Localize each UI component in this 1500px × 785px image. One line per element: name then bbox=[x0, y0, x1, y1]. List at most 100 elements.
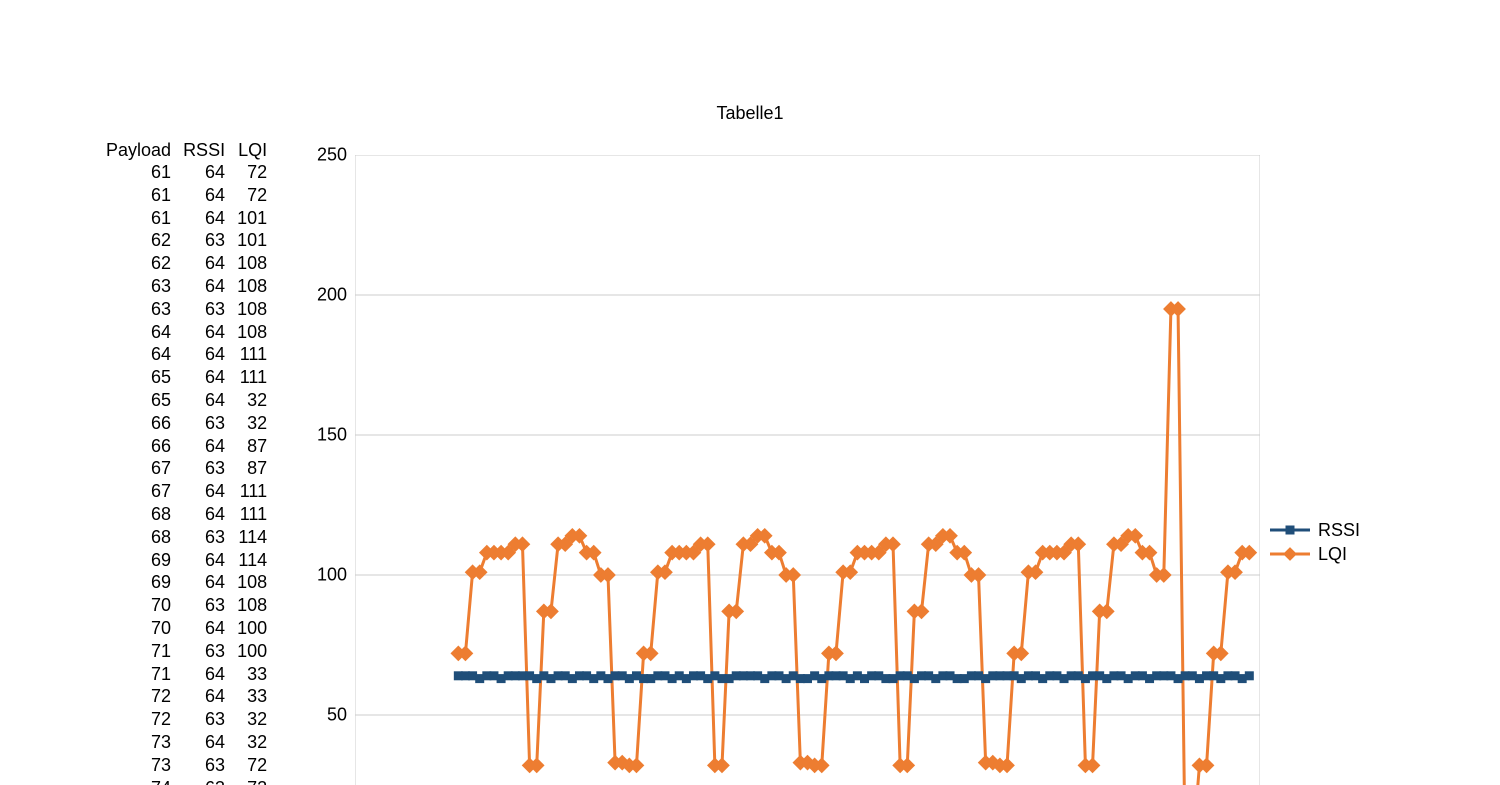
legend-item-rssi: RSSI bbox=[1270, 518, 1360, 542]
table-cell: 32 bbox=[231, 412, 273, 435]
table-cell: 64 bbox=[177, 366, 231, 389]
table-row: 736372 bbox=[100, 754, 273, 777]
y-tick-label: 150 bbox=[317, 425, 347, 446]
table-cell: 64 bbox=[177, 685, 231, 708]
table-cell: 32 bbox=[231, 708, 273, 731]
table-cell: 68 bbox=[100, 503, 177, 526]
table-cell: 63 bbox=[177, 640, 231, 663]
legend-swatch-lqi bbox=[1270, 544, 1310, 564]
table-cell: 101 bbox=[231, 207, 273, 230]
table-row: 6964108 bbox=[100, 571, 273, 594]
table-cell: 108 bbox=[231, 252, 273, 275]
table-cell: 63 bbox=[177, 777, 231, 785]
table-row: 716433 bbox=[100, 663, 273, 686]
table-cell: 71 bbox=[100, 640, 177, 663]
table-row: 6863114 bbox=[100, 526, 273, 549]
table-cell: 67 bbox=[100, 457, 177, 480]
table-cell: 63 bbox=[177, 298, 231, 321]
table-cell: 64 bbox=[177, 252, 231, 275]
table-row: 7064100 bbox=[100, 617, 273, 640]
table-cell: 111 bbox=[231, 503, 273, 526]
table-cell: 63 bbox=[177, 229, 231, 252]
table-cell: 66 bbox=[100, 412, 177, 435]
table-cell: 63 bbox=[100, 275, 177, 298]
table-row: 666332 bbox=[100, 412, 273, 435]
table-row: 6464108 bbox=[100, 321, 273, 344]
y-tick-label: 200 bbox=[317, 285, 347, 306]
table-cell: 63 bbox=[177, 754, 231, 777]
table-row: 656432 bbox=[100, 389, 273, 412]
table-cell: 111 bbox=[231, 480, 273, 503]
table-cell: 72 bbox=[231, 777, 273, 785]
table-cell: 64 bbox=[177, 663, 231, 686]
table-cell: 64 bbox=[177, 571, 231, 594]
chart-legend: RSSILQI bbox=[1270, 518, 1360, 566]
table-cell: 61 bbox=[100, 207, 177, 230]
table-cell: 108 bbox=[231, 298, 273, 321]
table-cell: 64 bbox=[177, 480, 231, 503]
table-row: 6364108 bbox=[100, 275, 273, 298]
table-cell: 32 bbox=[231, 731, 273, 754]
table-cell: 64 bbox=[177, 184, 231, 207]
table-cell: 63 bbox=[177, 412, 231, 435]
table-cell: 72 bbox=[100, 708, 177, 731]
table-cell: 111 bbox=[231, 366, 273, 389]
legend-item-lqi: LQI bbox=[1270, 542, 1360, 566]
series-markers-rssi bbox=[454, 671, 1254, 683]
table-cell: 64 bbox=[177, 503, 231, 526]
table-row: 6263101 bbox=[100, 229, 273, 252]
table-row: 736432 bbox=[100, 731, 273, 754]
table-cell: 100 bbox=[231, 617, 273, 640]
table-row: 6964114 bbox=[100, 549, 273, 572]
table-cell: 64 bbox=[100, 343, 177, 366]
table-cell: 64 bbox=[177, 435, 231, 458]
table-row: 616472 bbox=[100, 184, 273, 207]
table-header-cell: LQI bbox=[231, 140, 273, 161]
table-row: 6864111 bbox=[100, 503, 273, 526]
table-cell: 64 bbox=[177, 321, 231, 344]
table-cell: 108 bbox=[231, 275, 273, 298]
table-cell: 63 bbox=[177, 708, 231, 731]
table-row: 616472 bbox=[100, 161, 273, 184]
table-row: 6164101 bbox=[100, 207, 273, 230]
y-tick-label: 100 bbox=[317, 565, 347, 586]
table-cell: 63 bbox=[100, 298, 177, 321]
table-header-cell: RSSI bbox=[177, 140, 231, 161]
table-row: 7163100 bbox=[100, 640, 273, 663]
table-cell: 63 bbox=[177, 457, 231, 480]
table-cell: 73 bbox=[100, 731, 177, 754]
table-cell: 100 bbox=[231, 640, 273, 663]
table-cell: 64 bbox=[177, 275, 231, 298]
chart-plot-area bbox=[355, 155, 1260, 785]
table-cell: 64 bbox=[177, 617, 231, 640]
table-cell: 33 bbox=[231, 685, 273, 708]
y-axis-labels: 050100150200250 bbox=[305, 155, 347, 785]
table-cell: 67 bbox=[100, 480, 177, 503]
table-cell: 63 bbox=[177, 526, 231, 549]
table-cell: 64 bbox=[177, 549, 231, 572]
series-line-lqi bbox=[458, 309, 1249, 785]
table-cell: 74 bbox=[100, 777, 177, 785]
table-row: 676387 bbox=[100, 457, 273, 480]
table-cell: 111 bbox=[231, 343, 273, 366]
table-cell: 63 bbox=[177, 594, 231, 617]
table-cell: 62 bbox=[100, 229, 177, 252]
plot-border bbox=[355, 155, 1260, 785]
table-cell: 108 bbox=[231, 571, 273, 594]
table-cell: 72 bbox=[231, 184, 273, 207]
series-markers-lqi bbox=[450, 301, 1257, 785]
table-row: 726433 bbox=[100, 685, 273, 708]
table-cell: 73 bbox=[100, 754, 177, 777]
legend-label: RSSI bbox=[1318, 520, 1360, 541]
table-header-cell: Payload bbox=[100, 140, 177, 161]
table-cell: 61 bbox=[100, 184, 177, 207]
table-cell: 64 bbox=[177, 731, 231, 754]
table-cell: 70 bbox=[100, 617, 177, 640]
table-cell: 114 bbox=[231, 549, 273, 572]
y-tick-label: 50 bbox=[327, 705, 347, 726]
table-cell: 87 bbox=[231, 457, 273, 480]
table-cell: 33 bbox=[231, 663, 273, 686]
table-cell: 64 bbox=[177, 161, 231, 184]
table-row: 666487 bbox=[100, 435, 273, 458]
table-cell: 114 bbox=[231, 526, 273, 549]
